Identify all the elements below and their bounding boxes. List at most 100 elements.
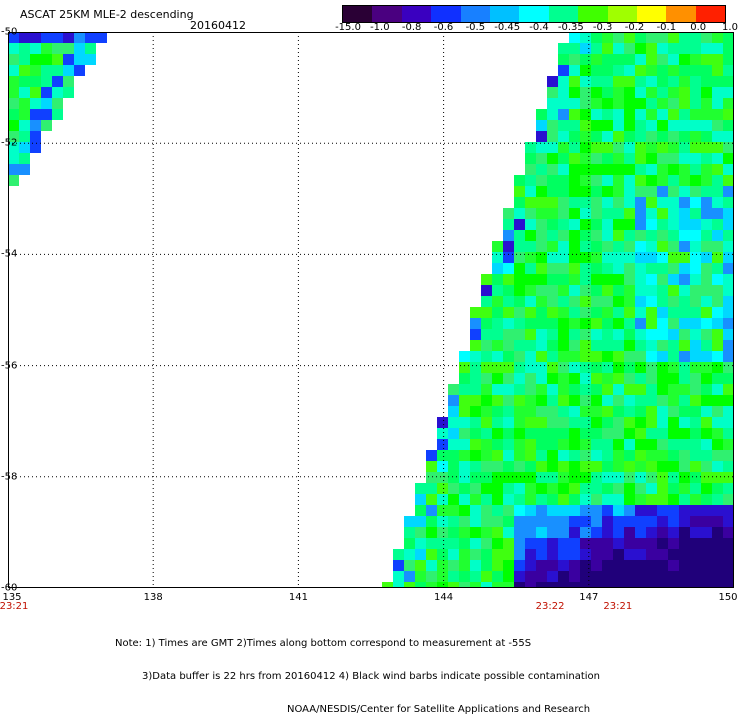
swath-cell (580, 428, 591, 439)
swath-cell (668, 472, 679, 483)
swath-cell (63, 87, 74, 98)
swath-cell (591, 450, 602, 461)
swath-cell (525, 538, 536, 549)
swath-cell (690, 461, 701, 472)
swath-cell (668, 98, 679, 109)
swath-cell (525, 571, 536, 582)
swath-cell (635, 307, 646, 318)
swath-cell (635, 318, 646, 329)
swath-cell (646, 582, 657, 588)
lat-lon-grid (8, 32, 734, 588)
swath-cell (558, 131, 569, 142)
swath-cell (547, 395, 558, 406)
swath-cell (690, 395, 701, 406)
swath-cell (459, 483, 470, 494)
swath-cell (569, 373, 580, 384)
swath-cell (52, 65, 63, 76)
swath-cell (690, 252, 701, 263)
swath-cell (503, 274, 514, 285)
swath-cell (459, 560, 470, 571)
swath-cell (547, 340, 558, 351)
swath-cell (448, 417, 459, 428)
swath-cell (613, 571, 624, 582)
swath-cell (437, 461, 448, 472)
swath-cell (459, 362, 470, 373)
swath-cell (723, 571, 734, 582)
swath-cell (690, 505, 701, 516)
swath-cell (723, 560, 734, 571)
swath-cell (492, 417, 503, 428)
swath-cell (723, 472, 734, 483)
swath-cell (646, 164, 657, 175)
swath-cell (712, 417, 723, 428)
swath-cell (580, 516, 591, 527)
swath-cell (701, 560, 712, 571)
swath-cell (569, 285, 580, 296)
swath-cell (657, 208, 668, 219)
swath-cell (569, 483, 580, 494)
swath-cell (580, 560, 591, 571)
swath-cell (690, 54, 701, 65)
swath-cell (635, 582, 646, 588)
swath-cell (635, 340, 646, 351)
swath-cell (712, 65, 723, 76)
swath-cell (547, 582, 558, 588)
swath-cell (613, 219, 624, 230)
swath-cell (613, 494, 624, 505)
swath-cell (426, 505, 437, 516)
swath-cell (679, 494, 690, 505)
swath-cell (536, 252, 547, 263)
swath-cell (569, 527, 580, 538)
swath-cell (580, 351, 591, 362)
swath-cell (536, 362, 547, 373)
swath-cell (657, 65, 668, 76)
longitude-label: 147 (579, 592, 599, 603)
swath-cell (580, 197, 591, 208)
swath-cell (668, 87, 679, 98)
swath-cell (448, 483, 459, 494)
swath-cell (624, 351, 635, 362)
swath-cell (492, 296, 503, 307)
swath-cell (514, 384, 525, 395)
swath-cell (613, 527, 624, 538)
swath-cell (514, 318, 525, 329)
swath-cell (536, 571, 547, 582)
swath-cell (613, 318, 624, 329)
swath-cell (701, 340, 712, 351)
swath-cell (635, 395, 646, 406)
swath-cell (525, 186, 536, 197)
swath-cell (668, 450, 679, 461)
swath-cell (536, 527, 547, 538)
swath-cell (580, 538, 591, 549)
swath-cell (52, 76, 63, 87)
swath-cell (646, 549, 657, 560)
swath-cell (635, 87, 646, 98)
swath-cell (657, 241, 668, 252)
swath-cell (591, 175, 602, 186)
swath-cell (679, 340, 690, 351)
swath-cell (624, 230, 635, 241)
swath-cell (558, 120, 569, 131)
swath-cell (404, 582, 415, 588)
swath-cell (635, 175, 646, 186)
swath-cell (547, 197, 558, 208)
swath-cell (723, 175, 734, 186)
swath-cell (481, 560, 492, 571)
swath-cell (723, 483, 734, 494)
swath-cell (492, 362, 503, 373)
swath-cell (602, 417, 613, 428)
color-swatch (636, 6, 667, 22)
swath-cell (569, 219, 580, 230)
swath-cell (690, 197, 701, 208)
swath-cell (30, 120, 41, 131)
swath-cell (624, 43, 635, 54)
swath-cell (503, 230, 514, 241)
swath-cell (657, 186, 668, 197)
swath-cell (723, 549, 734, 560)
swath-cell (613, 329, 624, 340)
swath-cell (470, 362, 481, 373)
swath-cell (547, 307, 558, 318)
swath-cell (690, 538, 701, 549)
swath-cell (558, 175, 569, 186)
swath-cell (723, 120, 734, 131)
